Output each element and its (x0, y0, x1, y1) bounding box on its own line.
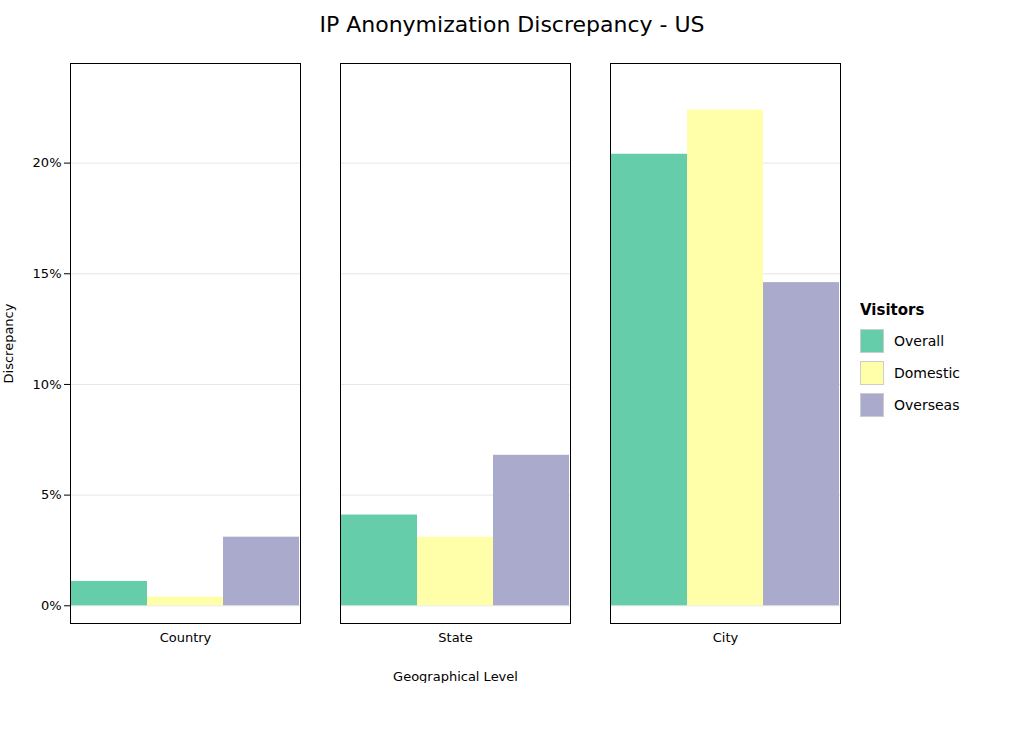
svg-text:City: City (713, 630, 739, 645)
svg-text:Geographical Level: Geographical Level (393, 669, 518, 684)
html-text:Overall: Overall (894, 333, 944, 349)
svg-text:10%: 10% (33, 377, 62, 392)
html-text:Visitors: Visitors (860, 301, 925, 319)
svg-text:0%: 0% (41, 598, 62, 613)
svg-text:Discrepancy: Discrepancy (1, 303, 16, 383)
svg-text:15%: 15% (33, 266, 62, 281)
svg-text:State: State (438, 630, 472, 645)
html-text:Overseas: Overseas (894, 397, 960, 413)
svg-text:5%: 5% (41, 487, 62, 502)
svg-text:20%: 20% (33, 155, 62, 170)
html-text:IP Anonymization Discrepancy -: IP Anonymization Discrepancy - US (319, 12, 705, 37)
svg-text:Country: Country (160, 630, 212, 645)
html-text:Domestic: Domestic (894, 365, 960, 381)
